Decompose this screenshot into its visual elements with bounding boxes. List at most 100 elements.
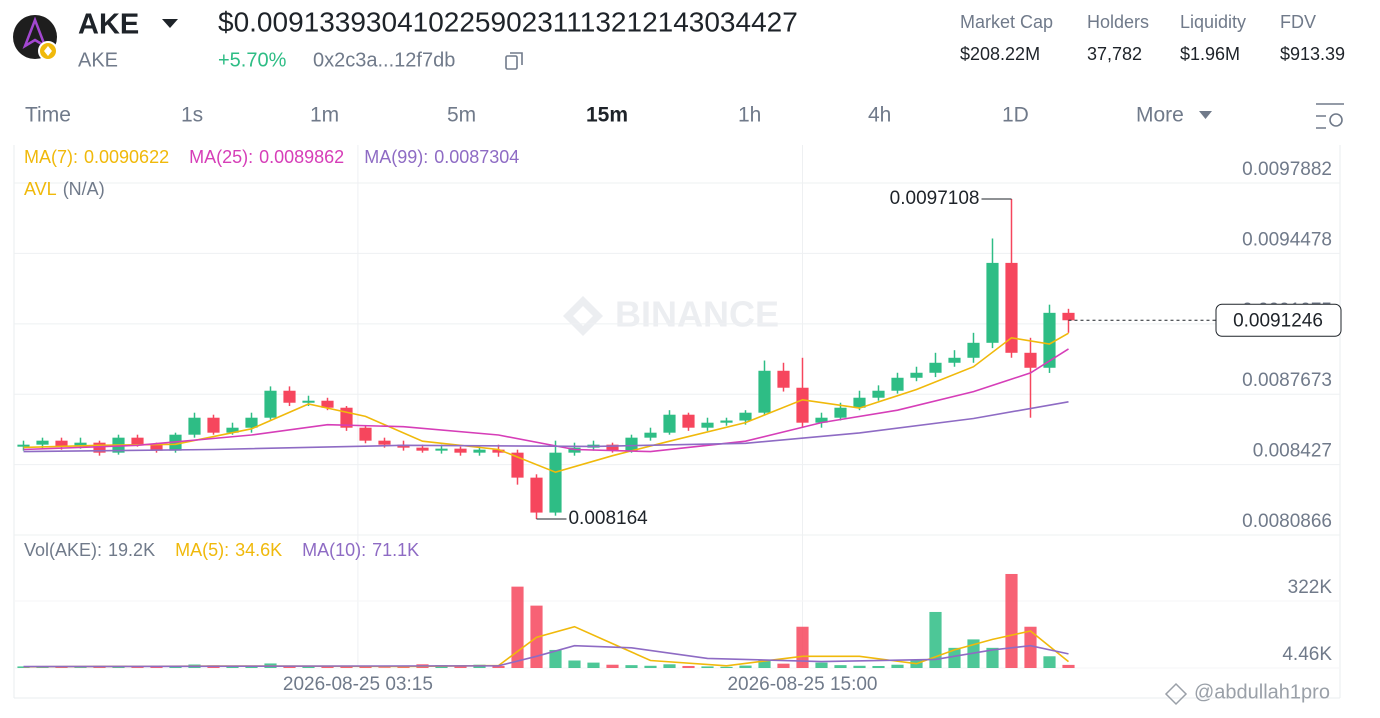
volume-bar [36, 667, 49, 668]
token-name: AKE [78, 49, 118, 71]
candle-body [245, 417, 258, 428]
legend-value: 71.1K [372, 540, 419, 560]
y-tick-label: 0.0097882 [1242, 159, 1332, 180]
candle-body [264, 390, 277, 418]
volume-bar [397, 667, 410, 668]
more-dropdown[interactable] [1199, 111, 1212, 119]
candle-body [834, 407, 847, 418]
candle-body [625, 437, 638, 451]
candle-body [1005, 262, 1018, 353]
candle-body [302, 400, 315, 403]
candle-body [169, 434, 182, 451]
candle-body [416, 447, 429, 451]
candle-body [929, 362, 942, 373]
copy-icon[interactable] [505, 52, 523, 70]
legend-value: 19.2K [108, 540, 155, 560]
volume-bar [796, 626, 809, 668]
candle-body [967, 342, 980, 358]
candle-body [777, 370, 790, 388]
volume-bar [758, 660, 771, 668]
watermark-logo [563, 296, 603, 336]
candle-body [815, 417, 828, 423]
volume-bar [568, 660, 581, 668]
candle-body [606, 444, 619, 451]
candle-body [435, 448, 448, 451]
candle-body [321, 400, 334, 408]
volume-bar [321, 666, 334, 668]
volume-bar [359, 666, 372, 668]
settings-icon[interactable] [1316, 103, 1344, 129]
token-symbol: AKE [78, 9, 139, 41]
stats: Market Cap $208.22M Holders 37,782 Liquidity… [960, 12, 1345, 64]
stat-label: FDV [1280, 12, 1316, 32]
price-change: +5.70% [218, 49, 287, 71]
candle-body [853, 397, 866, 408]
candle-body [454, 448, 467, 453]
volume-bar [663, 664, 676, 668]
y-tick-label: 0.0080866 [1242, 511, 1332, 532]
candle-body [55, 440, 68, 447]
volume-bar [853, 665, 866, 668]
legend-name: MA(5): [175, 540, 229, 560]
volume-bar [302, 666, 315, 668]
volume-bar [929, 611, 942, 668]
indicator-legend: AVL (N/A) [24, 179, 105, 199]
stat-value: $208.22M [960, 44, 1040, 64]
candle-body [796, 387, 809, 423]
y-tick-label: 0.008427 [1253, 441, 1332, 462]
candle-body [150, 444, 163, 451]
volume-bar [226, 666, 239, 668]
volume-bar [872, 665, 885, 668]
legend-value: 0.0087304 [434, 147, 519, 167]
volume-bar [340, 666, 353, 668]
symbol-dropdown[interactable] [162, 19, 178, 28]
volume-bar [606, 664, 619, 668]
candle-body [473, 449, 486, 453]
interval-tabs: Time 1s 1m 5m 15m 1h 4h 1D More [25, 104, 1184, 127]
volume-bar [1043, 656, 1056, 668]
stat-value: $1.96M [1180, 44, 1240, 64]
stat-value: 37,782 [1087, 44, 1142, 64]
interval-tab[interactable]: 1D [1002, 104, 1029, 127]
token-logo [13, 15, 58, 61]
volume-bar [587, 662, 600, 668]
candle-body [986, 262, 999, 343]
interval-tab[interactable]: 5m [447, 104, 476, 127]
volume-bar [1062, 664, 1075, 668]
volume-bar [492, 665, 505, 668]
volume-bar [378, 667, 391, 668]
legend-value: 0.0089862 [259, 147, 344, 167]
last-price-label: 0.0091246 [1233, 310, 1323, 331]
high-marker-label: 0.0097108 [890, 188, 980, 209]
y-tick-label: 322K [1288, 577, 1333, 598]
contract-address: 0x2c3a...12f7db [313, 49, 455, 71]
interval-tab[interactable]: More [1136, 104, 1184, 127]
candle-body [74, 442, 87, 447]
watermark: BINANCE [615, 294, 779, 335]
candle-body [17, 444, 30, 447]
interval-tab[interactable]: 1m [310, 104, 339, 127]
candle-body [359, 427, 372, 441]
legend-value: 0.0090622 [84, 147, 169, 167]
legend-name: MA(99): [364, 147, 428, 167]
candle-body [1062, 312, 1075, 321]
stat-label: Market Cap [960, 12, 1053, 32]
token-price: $0.00913393041022590231113212143034427 [218, 6, 798, 37]
interval-tab[interactable]: 4h [868, 104, 891, 127]
volume-legend: Vol(AKE): 19.2K MA(5): 34.6K MA(10): 71.1K [24, 540, 419, 560]
volume-bar [815, 662, 828, 668]
stat-value: $913.39 [1280, 44, 1345, 64]
interval-tab[interactable]: Time [25, 104, 71, 127]
candle-body [530, 477, 543, 513]
candle-body [1024, 352, 1037, 368]
interval-tab[interactable]: 1h [738, 104, 761, 127]
candle-body [663, 414, 676, 433]
volume-bar [549, 649, 562, 668]
volume-bar [74, 667, 87, 668]
volume-bar [986, 647, 999, 668]
interval-tab[interactable]: 1s [181, 104, 203, 127]
volume-bar [682, 665, 695, 668]
interval-tab[interactable]: 15m [586, 104, 628, 127]
legend-name: MA(25): [189, 147, 253, 167]
